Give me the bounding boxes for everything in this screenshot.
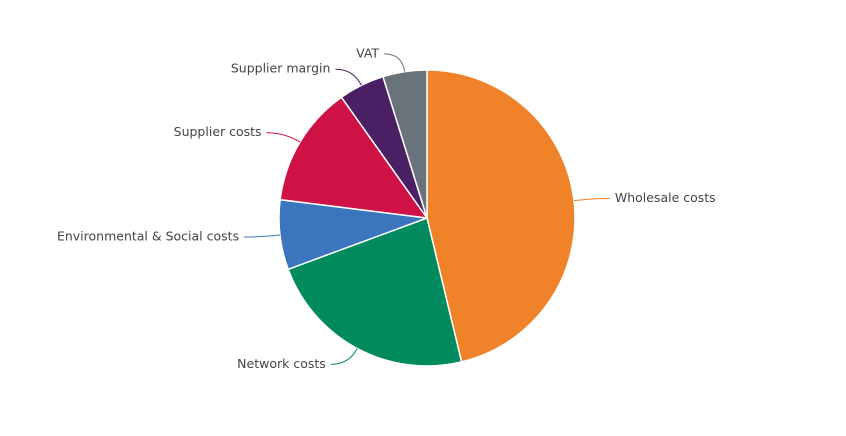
slice-label: Wholesale costs — [615, 190, 716, 205]
leader-line — [573, 197, 610, 202]
pie-slice — [382, 69, 428, 219]
slice-label: Environmental & Social costs — [57, 229, 239, 244]
slice-label: Supplier margin — [231, 61, 331, 76]
leader-line — [335, 68, 362, 86]
leader-line — [330, 348, 358, 365]
pie-slice — [426, 69, 576, 363]
leader-line — [244, 234, 281, 238]
pie-slice — [279, 96, 429, 219]
slice-label: Supplier costs — [174, 124, 262, 139]
slice-label: Network costs — [237, 356, 326, 371]
leader-line — [384, 53, 406, 72]
leader-line — [266, 132, 301, 143]
slice-label: VAT — [356, 45, 379, 60]
